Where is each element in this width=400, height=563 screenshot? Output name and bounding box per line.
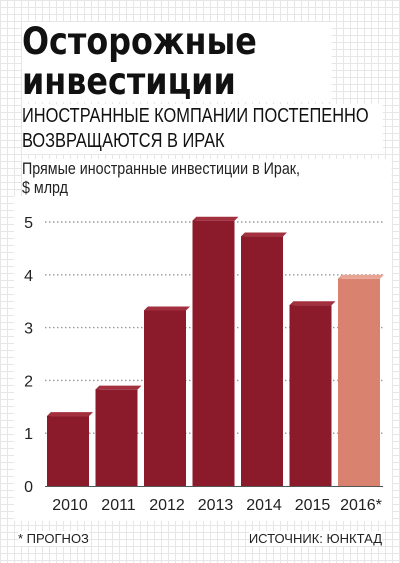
bar-top bbox=[95, 385, 142, 390]
bar bbox=[289, 301, 336, 486]
bar-front bbox=[241, 236, 283, 486]
bar-top bbox=[338, 274, 384, 279]
footnote: * ПРОГНОЗ bbox=[18, 531, 89, 546]
dek-line-2: ВОЗВРАЩАЮТСЯ В ИРАК bbox=[22, 130, 225, 152]
x-tick-label: 2010 bbox=[52, 497, 88, 514]
bar bbox=[47, 412, 93, 486]
bar bbox=[241, 232, 287, 486]
x-tick-label: 2012 bbox=[149, 497, 185, 514]
bar-front bbox=[338, 278, 380, 486]
bar-layer bbox=[47, 216, 384, 486]
headline: Осторожные инвестиции bbox=[22, 22, 332, 102]
headline-line-1: Осторожные bbox=[22, 20, 257, 63]
bar-front bbox=[95, 389, 138, 486]
dek: ИНОСТРАННЫЕ КОМПАНИИ ПОСТЕПЕННО ВОЗВРАЩА… bbox=[22, 104, 383, 154]
y-tick-label: 0 bbox=[24, 479, 33, 496]
y-tick-label: 5 bbox=[24, 215, 33, 232]
bar bbox=[192, 216, 239, 486]
x-tick-label: 2014 bbox=[246, 497, 282, 514]
y-tick-label: 1 bbox=[24, 426, 33, 443]
bar-front bbox=[289, 305, 332, 486]
bar-forecast bbox=[338, 274, 384, 486]
chart-title: Прямые иностранные инвестиции в Ирак, $ … bbox=[22, 159, 392, 197]
bar-front bbox=[47, 416, 89, 486]
bar-front bbox=[192, 220, 235, 486]
y-tick-label: 3 bbox=[24, 321, 33, 338]
source-note: ИСТОЧНИК: ЮНКТАД bbox=[248, 531, 382, 546]
x-tick-label: 2015 bbox=[295, 497, 331, 514]
bar-top bbox=[144, 306, 190, 311]
bar-top bbox=[289, 301, 336, 306]
bar bbox=[144, 306, 190, 486]
bar-front bbox=[144, 310, 186, 486]
dek-line-1: ИНОСТРАННЫЕ КОМПАНИИ ПОСТЕПЕННО bbox=[22, 105, 369, 127]
x-tick-label: 2016* bbox=[340, 497, 382, 514]
headline-line-2: инвестиции bbox=[22, 60, 236, 103]
x-tick-label: 2011 bbox=[101, 497, 136, 514]
label-layer: 0 1 2 3 4 5 2010 2011 2012 2013 2014 2015 2016* bbox=[24, 215, 382, 514]
chart-title-line-2: $ млрд bbox=[22, 178, 69, 197]
bar-top bbox=[241, 232, 287, 237]
y-tick-label: 4 bbox=[24, 268, 33, 285]
y-tick-label: 2 bbox=[24, 373, 33, 390]
bar-top bbox=[47, 412, 93, 417]
chart-title-line-1: Прямые иностранные инвестиции в Ирак, bbox=[22, 159, 300, 178]
bar-top bbox=[192, 216, 239, 221]
bar bbox=[95, 385, 142, 486]
x-tick-label: 2013 bbox=[198, 497, 234, 514]
